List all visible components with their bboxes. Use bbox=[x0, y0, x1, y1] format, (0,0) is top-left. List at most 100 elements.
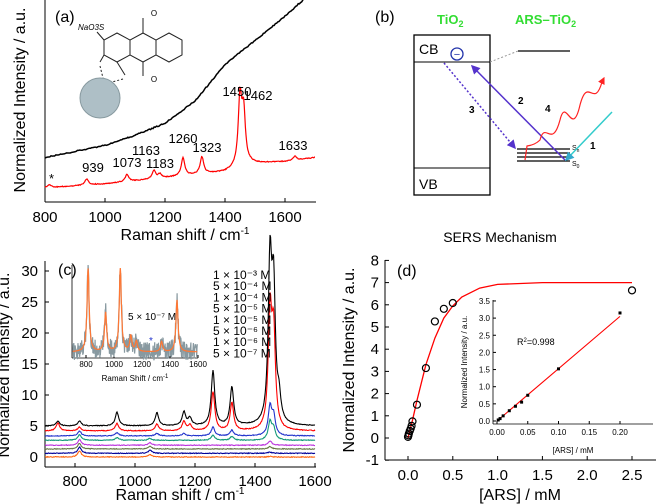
sers-spectrum-line bbox=[44, 86, 315, 188]
inset-x-tick-label: 0.15 bbox=[581, 428, 597, 437]
spectrum-line bbox=[44, 442, 316, 451]
x-tick-label: 1000 bbox=[88, 209, 121, 226]
y-tick-label: 2 bbox=[371, 386, 379, 403]
inset-data-point bbox=[526, 393, 530, 397]
y-tick-label: 20 bbox=[21, 325, 38, 342]
x-tick-label: 1400 bbox=[238, 473, 271, 490]
inset-x-tick-label: 0.05 bbox=[520, 428, 536, 437]
tio2-nanoparticle-icon bbox=[79, 77, 121, 119]
peak-annotation: 1323 bbox=[193, 140, 222, 155]
fit-curve bbox=[407, 281, 632, 439]
peak-annotation: 1260 bbox=[169, 131, 198, 146]
panel-a-x-label: Raman shift / cm-1 bbox=[121, 226, 250, 244]
spectrum-line bbox=[44, 418, 316, 442]
inset-y-tick-label: 1.0 bbox=[479, 383, 491, 392]
inset-data-point bbox=[496, 418, 500, 422]
inset-d-x-label: [ARS] / mM bbox=[553, 446, 594, 455]
inset-data-point bbox=[498, 417, 502, 421]
inset-x-tick-label: 800 bbox=[79, 360, 93, 369]
s0-state-label: S0 bbox=[572, 161, 580, 170]
peak-annotation: 1073 bbox=[113, 155, 142, 170]
y-tick-label: 3 bbox=[371, 363, 379, 380]
x-tick-label: 1000 bbox=[118, 473, 151, 490]
legend-entry: 1 × 10⁻⁵ M bbox=[213, 313, 271, 327]
carbonyl-o-bottom: O bbox=[151, 75, 157, 84]
inset-y-tick-label: 2.5 bbox=[479, 331, 491, 340]
legend-entry: 5 × 10⁻⁴ M bbox=[213, 279, 272, 293]
panel-c-y-label: Normalized Intensity / a.u. bbox=[0, 273, 13, 458]
raman-scattering-wave-4 bbox=[524, 76, 605, 161]
inset-y-tick-label: 0.0 bbox=[479, 417, 491, 426]
inset-y-tick-label: 2.0 bbox=[479, 348, 491, 357]
y-tick-label: 0 bbox=[30, 449, 38, 466]
spectrum-line bbox=[44, 438, 315, 447]
y-tick-label: 7 bbox=[371, 275, 379, 292]
inset-y-tick-label: 1.5 bbox=[479, 366, 491, 375]
y-tick-label: 15 bbox=[21, 356, 38, 373]
legend-entry: 5 × 10⁻⁵ M bbox=[213, 302, 271, 316]
x-tick-label: 0.0 bbox=[398, 467, 419, 484]
panel-d-inset: [ARS] / mM Normalized Intensity / a.u. R… bbox=[460, 297, 653, 455]
panel-d-ticks: 0.0 0.5 1.0 1.5 2.0 2.5 -1 0 1 2 3 4 5 6 7 8 bbox=[366, 252, 643, 484]
x-tick-label: 1200 bbox=[148, 209, 181, 226]
panel-b-label: (b) bbox=[375, 9, 395, 26]
x-tick-label: 1400 bbox=[208, 209, 241, 226]
x-tick-label: 1.5 bbox=[532, 467, 553, 484]
panel-d-x-label: [ARS] / mM bbox=[479, 487, 561, 504]
panel-c-x-label: Raman shift / cm-1 bbox=[116, 486, 245, 504]
level-connector bbox=[489, 50, 519, 63]
y-tick-label: 4 bbox=[371, 341, 379, 358]
panel-d: (d) 0.0 0.5 1.0 1.5 2.0 2.5 -1 0 1 2 3 4 5 6 7 8 [ARS] … bbox=[341, 252, 656, 504]
y-tick-label: 8 bbox=[371, 252, 379, 269]
legend-entry: 5 × 10⁻⁶ M bbox=[213, 324, 271, 338]
panel-c-inset: 5 × 10⁻⁷ M Raman Shift / cm-1 * 800 1000 1… bbox=[71, 264, 207, 383]
panel-c-label: (c) bbox=[58, 262, 77, 279]
y-tick-label: 1 bbox=[371, 408, 379, 425]
spectrum-line bbox=[44, 401, 316, 437]
peak-annotation: 1633 bbox=[279, 138, 308, 153]
y-tick-label: 30 bbox=[21, 263, 38, 280]
inset-c-star-marker: * bbox=[149, 336, 153, 347]
peak-annotation: * bbox=[49, 171, 54, 186]
panel-a-y-label: Normalized Intensity / a.u. bbox=[12, 8, 29, 193]
inset-x-tick-label: 0.10 bbox=[551, 428, 567, 437]
inset-smoothed-line bbox=[72, 268, 198, 353]
panel-d-plot bbox=[403, 281, 637, 441]
inset-data-point bbox=[557, 367, 560, 371]
panel-a-label: (a) bbox=[55, 9, 75, 26]
panel-c-legend: 1 × 10⁻³ M5 × 10⁻⁴ M1 × 10⁻⁴ M5 × 10⁻⁵ M… bbox=[213, 268, 272, 360]
inset-y-tick-label: 3.0 bbox=[479, 314, 491, 323]
sulfonate-label: NaO3S bbox=[78, 23, 105, 32]
electron-sign: − bbox=[454, 49, 460, 61]
panel-d-y-label: Normalized Intensity / a.u. bbox=[341, 268, 358, 453]
legend-entry: 1 × 10⁻³ M bbox=[213, 268, 270, 282]
inset-y-tick-label: 0.5 bbox=[479, 400, 491, 409]
legend-entry: 1 × 10⁻⁶ M bbox=[213, 335, 271, 349]
x-tick-label: 1600 bbox=[298, 473, 331, 490]
tio2-label: TiO2 bbox=[437, 12, 463, 29]
x-tick-label: 0.5 bbox=[442, 467, 463, 484]
spectrum-line bbox=[44, 446, 316, 455]
spectrum-line bbox=[44, 450, 316, 459]
y-tick-label: 25 bbox=[21, 294, 38, 311]
inset-x-tick-label: 1200 bbox=[133, 360, 151, 369]
y-tick-label: 10 bbox=[21, 387, 38, 404]
panel-c-ticks: 800 1000 1200 1400 1600 0 5 10 15 20 25 30 bbox=[21, 263, 331, 490]
inset-data-point bbox=[501, 414, 505, 418]
inset-data-point bbox=[618, 311, 622, 315]
data-point bbox=[627, 286, 637, 295]
x-tick-label: 1.0 bbox=[487, 467, 508, 484]
spectrum-line bbox=[44, 234, 316, 427]
x-tick-label: 2.5 bbox=[622, 467, 643, 484]
data-point bbox=[439, 304, 448, 313]
peak-annotation: 1163 bbox=[132, 143, 160, 158]
data-point bbox=[412, 400, 422, 409]
inset-x-tick-label: 1400 bbox=[161, 360, 179, 369]
inset-c-concentration: 5 × 10⁻⁷ M bbox=[128, 312, 176, 323]
legend-entry: 1 × 10⁻⁴ M bbox=[213, 290, 272, 304]
inset-x-tick-label: 1600 bbox=[189, 360, 207, 369]
ars-molecule-structure bbox=[96, 18, 183, 83]
data-point bbox=[448, 298, 457, 308]
